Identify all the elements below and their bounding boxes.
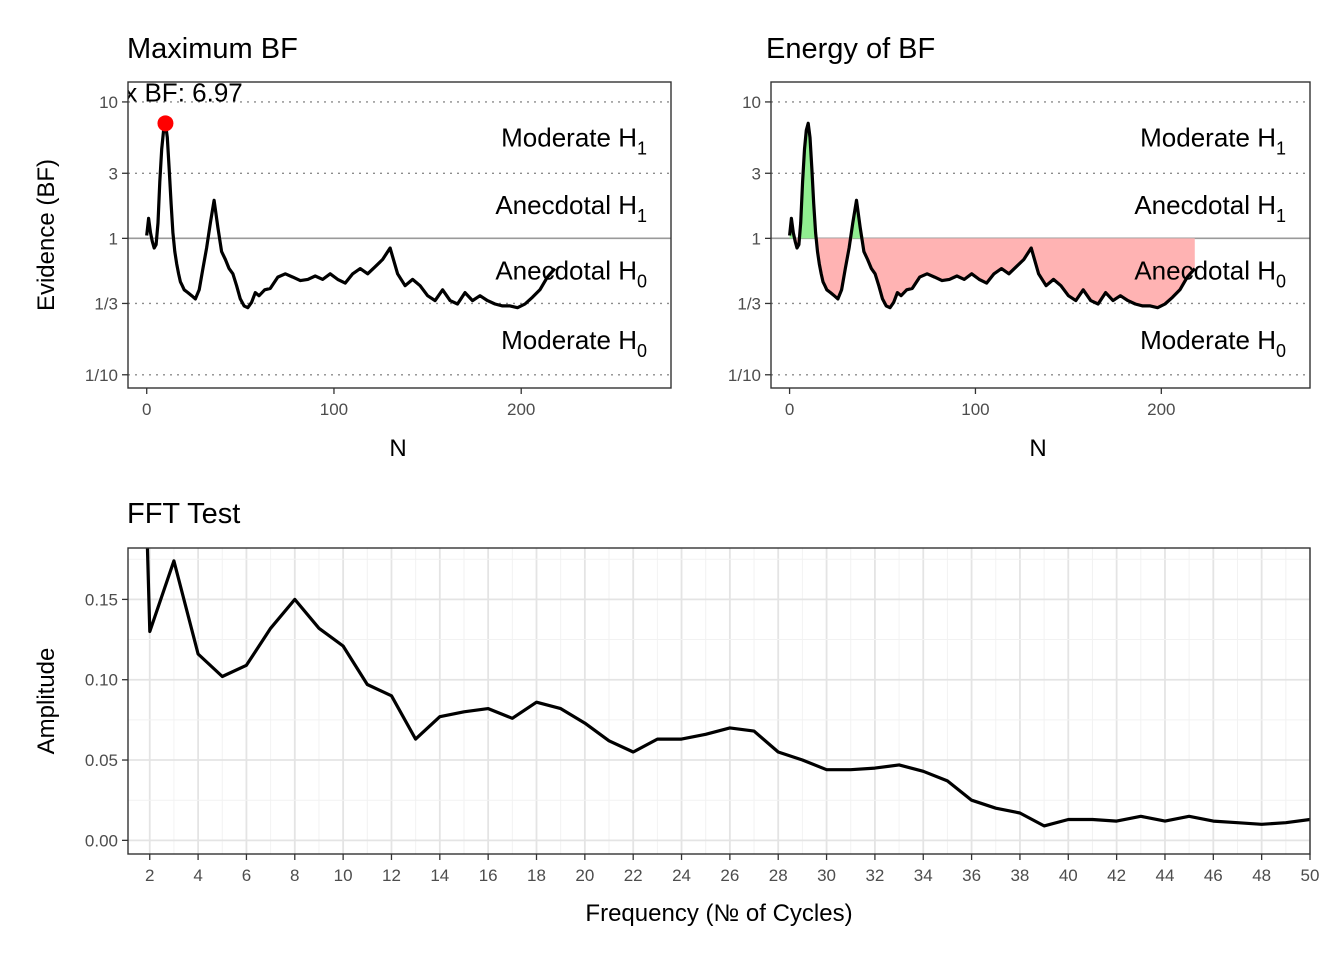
x-tick-label: 4 xyxy=(193,866,202,885)
y-tick-label: 0.15 xyxy=(85,590,118,609)
maximum-bf-y-axis-title: Evidence (BF) xyxy=(33,159,60,311)
y-tick-label: 1/3 xyxy=(737,294,761,313)
x-tick-label: 48 xyxy=(1252,866,1271,885)
x-tick-label: 12 xyxy=(382,866,401,885)
maximum-bf-x-axis-title: N xyxy=(389,435,406,462)
fft-test-title: FFT Test xyxy=(127,498,240,530)
x-tick-label: 0 xyxy=(785,400,794,419)
x-tick-label: 38 xyxy=(1010,866,1029,885)
x-tick-label: 8 xyxy=(290,866,299,885)
energy-below-fill xyxy=(789,238,1195,308)
x-tick-label: 6 xyxy=(242,866,251,885)
energy-of-bf-x-axis-title: N xyxy=(1029,435,1046,462)
energy-of-bf-title: Energy of BF xyxy=(766,33,935,65)
y-tick-label: 0.05 xyxy=(85,751,118,770)
y-tick-label: 10 xyxy=(99,93,118,112)
bf-series-line xyxy=(145,121,557,310)
x-tick-label: 32 xyxy=(865,866,884,885)
x-tick-label: 100 xyxy=(961,400,989,419)
x-tick-label: 34 xyxy=(914,866,933,885)
evidence-region-label: Anecdotal H0 xyxy=(495,256,647,292)
x-tick-label: 16 xyxy=(479,866,498,885)
y-tick-label: 1 xyxy=(752,229,761,248)
energy-series-line xyxy=(788,121,1196,310)
fft-test-panel: FFT Test 0.000.050.100.15 2 4 6 8 10 12 14 16 18… xyxy=(33,498,1319,927)
fft-amplitude-line xyxy=(145,548,1310,828)
y-tick-label: 1/3 xyxy=(94,294,118,313)
energy-of-bf-panel: Energy of BF Moderate H1 Anecdotal H1 Anec… xyxy=(728,33,1311,462)
panel-border xyxy=(127,81,672,389)
x-tick-label: 200 xyxy=(507,400,535,419)
y-tick-label: 1 xyxy=(109,229,118,248)
energy-above-fill xyxy=(789,123,1195,239)
y-tick-label: 3 xyxy=(752,164,761,183)
maximum-bf-panel: Maximum BF Moderate H1 Anecdotal H1 Anecdo… xyxy=(33,33,672,462)
x-tick-label: 40 xyxy=(1059,866,1078,885)
evidence-region-label: Moderate H0 xyxy=(501,325,647,361)
x-tick-label: 100 xyxy=(320,400,348,419)
x-tick-label: 46 xyxy=(1204,866,1223,885)
x-tick-label: 14 xyxy=(430,866,449,885)
evidence-region-label: Moderate H1 xyxy=(1140,122,1286,158)
fft-x-axis-title: Frequency (№ of Cycles) xyxy=(585,900,852,927)
y-tick-label: 0.00 xyxy=(85,831,118,850)
maximum-bf-title: Maximum BF xyxy=(127,33,298,65)
x-tick-label: 18 xyxy=(527,866,546,885)
x-tick-label: 2 xyxy=(145,866,154,885)
y-tick-label: 3 xyxy=(109,164,118,183)
x-tick-label: 26 xyxy=(720,866,739,885)
x-tick-label: 42 xyxy=(1107,866,1126,885)
x-tick-label: 200 xyxy=(1147,400,1175,419)
x-tick-label: 30 xyxy=(817,866,836,885)
x-tick-label: 10 xyxy=(334,866,353,885)
x-tick-label: 0 xyxy=(142,400,151,419)
x-tick-label: 36 xyxy=(962,866,981,885)
evidence-region-label: Anecdotal H1 xyxy=(1134,190,1286,226)
x-tick-label: 44 xyxy=(1156,866,1175,885)
panel-border xyxy=(127,547,1311,855)
y-tick-label: 10 xyxy=(742,93,761,112)
x-tick-label: 20 xyxy=(575,866,594,885)
x-tick-label: 50 xyxy=(1301,866,1320,885)
evidence-region-label: Anecdotal H0 xyxy=(1134,256,1286,292)
y-tick-label: 1/10 xyxy=(728,366,761,385)
panel-border xyxy=(770,81,1311,389)
x-tick-label: 24 xyxy=(672,866,691,885)
max-bf-annotation: Max BF: 6.97 xyxy=(88,77,243,107)
fft-y-axis-title: Amplitude xyxy=(33,648,60,755)
evidence-region-label: Anecdotal H1 xyxy=(495,190,647,226)
x-tick-label: 28 xyxy=(769,866,788,885)
y-tick-label: 1/10 xyxy=(85,366,118,385)
x-tick-label: 22 xyxy=(624,866,643,885)
evidence-region-label: Moderate H0 xyxy=(1140,325,1286,361)
y-tick-label: 0.10 xyxy=(85,671,118,690)
evidence-region-label: Moderate H1 xyxy=(501,122,647,158)
max-bf-point xyxy=(157,115,174,132)
